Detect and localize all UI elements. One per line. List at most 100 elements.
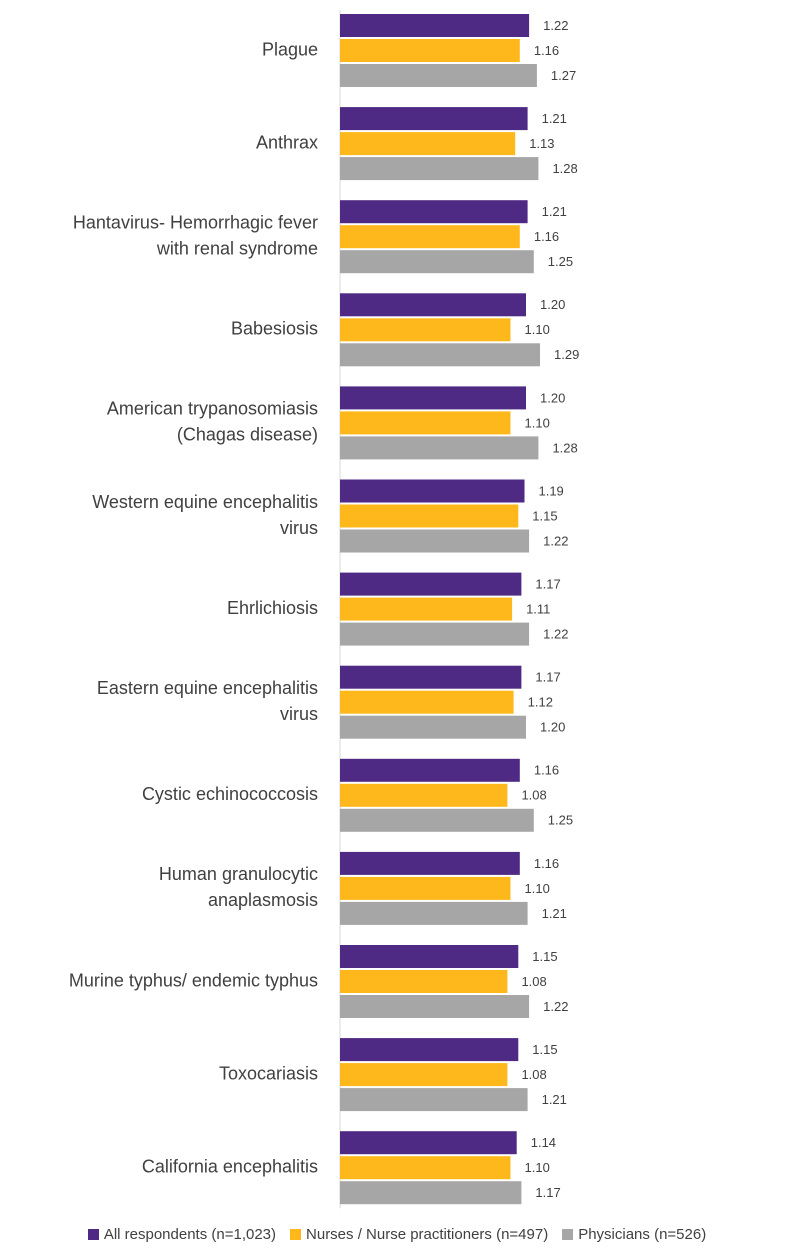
bar-nurses-nurse-practitioners [340,39,520,62]
data-label: 1.15 [532,508,557,523]
data-label: 1.13 [529,136,554,151]
legend-item-nurses: Nurses / Nurse practitioners (n=497) [290,1226,548,1243]
data-label: 1.17 [535,577,560,592]
category-group-hantavirus-hemorrhagic-fever-with-renal-syndrome: Hantavirus- Hemorrhagic fever with renal … [73,200,573,274]
data-label: 1.21 [542,111,567,126]
bar-all-respondents [340,386,526,410]
legend-swatch-all-respondents [87,1229,99,1240]
category-group-western-equine-encephalitis-virus: Western equine encephalitis virus 1.19 1.15… [92,479,568,553]
bar-all-respondents [340,572,522,596]
data-label: 1.15 [532,1042,557,1057]
data-label: 1.27 [551,68,576,83]
category-group-anthrax: Anthrax 1.21 1.13 1.28 [256,107,578,181]
data-label: 1.12 [528,695,553,710]
legend-label-nurses: Nurses / Nurse practitioners (n=497) [306,1226,549,1243]
bar-all-respondents [340,293,526,317]
category-label: Toxocariasis [219,1063,318,1083]
legend-item-all-respondents: All respondents (n=1,023) [87,1226,276,1243]
data-label: 1.17 [535,1185,560,1200]
data-label: 1.25 [548,813,573,828]
bar-nurses-nurse-practitioners [340,132,516,156]
category-label: anaplasmosis [208,890,318,910]
bar-nurses-nurse-practitioners [340,876,511,900]
bar-physicians [340,157,539,181]
bar-physicians [340,343,540,367]
bar-physicians [340,1181,522,1205]
category-group-ehrlichiosis: Ehrlichiosis 1.17 1.11 1.22 [227,572,568,646]
data-label: 1.19 [538,483,563,498]
data-label: 1.22 [543,18,568,33]
bar-nurses-nurse-practitioners [340,225,520,249]
data-label: 1.21 [542,906,567,921]
data-label: 1.11 [526,602,550,617]
category-group-american-trypanosomiasis-chagas-disease: American trypanosomiasis (Chagas disease)… [107,386,578,460]
data-label: 1.21 [542,204,567,219]
data-label: 1.25 [548,254,573,269]
bar-nurses-nurse-practitioners [340,970,508,993]
bar-nurses-nurse-practitioners [340,504,519,528]
bar-all-respondents [340,107,528,131]
data-label: 1.21 [542,1092,567,1107]
bar-all-respondents [340,945,519,968]
category-label: (Chagas disease) [177,425,318,445]
data-label: 1.16 [534,856,559,871]
data-label: 1.10 [525,1160,550,1175]
category-label: American trypanosomiasis [107,399,318,419]
category-label: virus [280,704,318,724]
data-label: 1.16 [534,229,559,244]
bar-physicians [340,622,530,646]
bar-all-respondents [340,200,528,224]
bar-physicians [340,808,534,832]
bar-nurses-nurse-practitioners [340,783,508,807]
data-label: 1.08 [521,974,546,989]
bar-nurses-nurse-practitioners [340,1156,511,1180]
data-label: 1.14 [531,1135,556,1150]
category-label: Cystic echinococcosis [142,784,318,804]
data-label: 1.20 [540,297,565,312]
bar-physicians [340,64,537,87]
category-group-murine-typhus-endemic-typhus: Murine typhus/ endemic typhus 1.15 1.08 1.2… [69,945,568,1018]
bar-physicians [340,715,526,739]
bar-nurses-nurse-practitioners [340,690,514,714]
data-label: 1.22 [543,627,568,642]
category-label: California encephalitis [142,1156,318,1176]
data-label: 1.16 [534,763,559,778]
data-label: 1.08 [521,1067,546,1082]
category-label: Human granulocytic [159,864,318,884]
bar-physicians [340,529,530,553]
bar-all-respondents [340,758,520,782]
data-label: 1.10 [525,881,550,896]
bar-nurses-nurse-practitioners [340,318,511,342]
bar-all-respondents [340,851,520,875]
category-group-human-granulocytic-anaplasmosis: Human granulocytic anaplasmosis 1.16 1.10 1.… [159,851,567,925]
legend-swatch-nurses [290,1229,302,1240]
data-label: 1.15 [532,949,557,964]
data-label: 1.17 [535,670,560,685]
category-group-toxocariasis: Toxocariasis 1.15 1.08 1.21 [219,1038,567,1112]
bar-physicians [340,250,534,274]
data-label: 1.08 [521,788,546,803]
data-label: 1.10 [525,415,550,430]
bar-physicians [340,436,539,460]
category-label: Anthrax [256,132,318,152]
bar-physicians [340,995,530,1018]
data-label: 1.20 [540,720,565,735]
data-label: 1.29 [554,347,579,362]
category-label: Murine typhus/ endemic typhus [69,970,318,990]
legend-swatch-physicians [562,1229,574,1240]
data-label: 1.22 [543,999,568,1014]
bar-nurses-nurse-practitioners [340,411,511,435]
category-label: virus [280,518,318,538]
category-group-eastern-equine-encephalitis-virus: Eastern equine encephalitis virus 1.17 1.12… [97,665,565,739]
category-label: Babesiosis [231,319,318,339]
bar-all-respondents [340,1038,519,1062]
bar-physicians [340,1088,528,1112]
legend-item-physicians: Physicians (n=526) [562,1226,706,1243]
legend-label-physicians: Physicians (n=526) [578,1226,707,1243]
category-label: Western equine encephalitis [92,492,318,512]
bar-all-respondents [340,665,522,689]
category-group-plague: Plague 1.22 1.16 1.27 [262,14,576,87]
data-label: 1.22 [543,533,568,548]
bar-all-respondents [340,1131,517,1155]
bar-chart: Plague 1.22 1.16 1.27 Anthrax 1.21 1.13 1.28 Han… [69,10,579,1209]
